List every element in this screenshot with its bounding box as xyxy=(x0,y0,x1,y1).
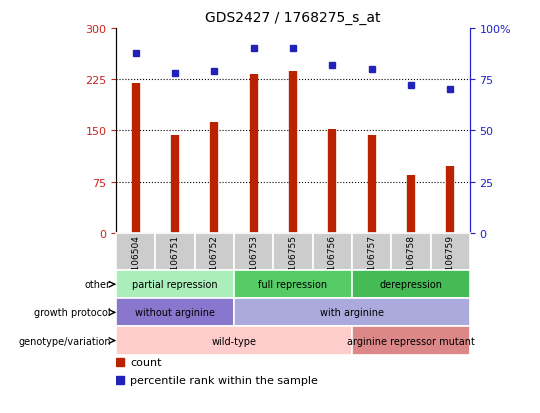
Text: partial repression: partial repression xyxy=(132,280,218,290)
Bar xyxy=(352,233,391,271)
Bar xyxy=(313,233,352,271)
Bar xyxy=(391,233,430,271)
Bar xyxy=(116,299,234,327)
Bar xyxy=(273,233,313,271)
Bar xyxy=(234,299,470,327)
Text: percentile rank within the sample: percentile rank within the sample xyxy=(130,375,318,385)
Text: other: other xyxy=(85,280,111,290)
Text: derepression: derepression xyxy=(380,280,442,290)
Text: GSM106504: GSM106504 xyxy=(131,235,140,289)
Text: with arginine: with arginine xyxy=(320,308,384,318)
Text: count: count xyxy=(130,357,162,367)
Text: GSM106756: GSM106756 xyxy=(328,235,337,290)
Bar xyxy=(116,271,234,299)
Text: GSM106753: GSM106753 xyxy=(249,235,258,290)
Text: genotype/variation: genotype/variation xyxy=(18,336,111,346)
Text: wild-type: wild-type xyxy=(212,336,256,346)
Bar xyxy=(352,327,470,355)
Title: GDS2427 / 1768275_s_at: GDS2427 / 1768275_s_at xyxy=(205,11,381,25)
Text: GSM106759: GSM106759 xyxy=(446,235,455,290)
Bar xyxy=(234,271,352,299)
Bar xyxy=(430,233,470,271)
Bar xyxy=(116,327,352,355)
Bar xyxy=(195,233,234,271)
Text: GSM106755: GSM106755 xyxy=(288,235,298,290)
Text: GSM106757: GSM106757 xyxy=(367,235,376,290)
Bar xyxy=(116,233,156,271)
Text: arginine repressor mutant: arginine repressor mutant xyxy=(347,336,475,346)
Text: GSM106752: GSM106752 xyxy=(210,235,219,289)
Text: GSM106758: GSM106758 xyxy=(407,235,415,290)
Bar xyxy=(156,233,195,271)
Bar xyxy=(234,233,273,271)
Bar xyxy=(352,271,470,299)
Text: without arginine: without arginine xyxy=(135,308,215,318)
Text: full repression: full repression xyxy=(258,280,328,290)
Text: growth protocol: growth protocol xyxy=(34,308,111,318)
Text: GSM106751: GSM106751 xyxy=(171,235,179,290)
